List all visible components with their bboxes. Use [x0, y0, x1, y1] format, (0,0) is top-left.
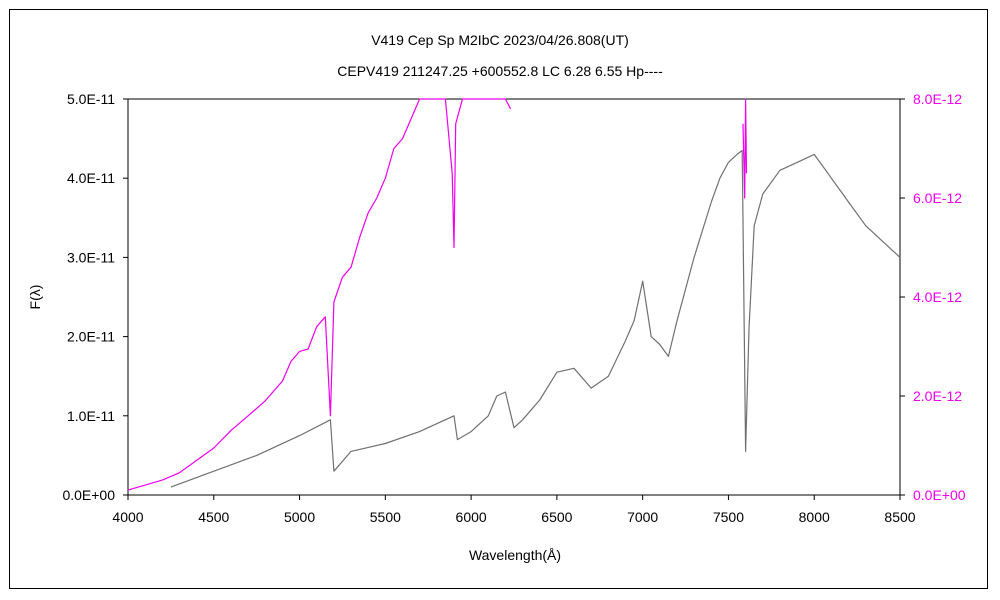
- x-tick-label: 7000: [627, 509, 658, 525]
- series-line-0: [170, 149, 901, 488]
- x-axis-label: Wavelength(Å): [469, 547, 561, 563]
- chart-frame: [9, 9, 988, 589]
- x-tick-label: 8500: [884, 509, 915, 525]
- x-tick-label: 5000: [284, 509, 315, 525]
- left-y-tick-label: 2.0E-11: [67, 329, 115, 345]
- left-y-tick-label: 5.0E-11: [67, 91, 115, 107]
- series-line-1: [127, 98, 512, 491]
- x-tick-label: 6000: [456, 509, 487, 525]
- right-y-tick-label: 2.0E-12: [913, 388, 962, 404]
- right-y-axis-ticks: 0.0E+00 2.0E-12 4.0E-12 6.0E-12 8.0E-12: [900, 91, 966, 503]
- right-y-tick-label: 4.0E-12: [913, 289, 962, 305]
- x-tick-label: 4000: [112, 509, 143, 525]
- right-y-tick-label: 0.0E+00: [913, 487, 966, 503]
- x-tick-label: 4500: [198, 509, 229, 525]
- left-y-tick-label: 1.0E-11: [67, 408, 115, 424]
- left-y-tick-label: 3.0E-11: [67, 249, 115, 265]
- x-tick-label: 7500: [713, 509, 744, 525]
- left-y-tick-label: 4.0E-11: [67, 170, 115, 186]
- x-axis-ticks: 4000 4500 5000 5500 6000 6500 7000 7500 8000 8500: [112, 495, 916, 525]
- left-y-tick-label: 0.0E+00: [62, 487, 115, 503]
- y-axis-label: F(λ): [27, 285, 43, 310]
- right-y-tick-label: 6.0E-12: [913, 190, 962, 206]
- series-line-2: [742, 98, 748, 199]
- left-y-axis-ticks: 0.0E+00 1.0E-11 2.0E-11 3.0E-11 4.0E-11 5.0E-…: [62, 91, 128, 503]
- x-tick-label: 5500: [370, 509, 401, 525]
- x-tick-label: 8000: [799, 509, 830, 525]
- chart-title: V419 Cep Sp M2IbC 2023/04/26.808(UT): [371, 32, 629, 48]
- right-y-tick-label: 8.0E-12: [913, 91, 962, 107]
- series-layer: [127, 98, 901, 491]
- chart-subtitle: CEPV419 211247.25 +600552.8 LC 6.28 6.55…: [337, 63, 663, 79]
- x-tick-label: 6500: [541, 509, 572, 525]
- plot-area: [127, 98, 901, 496]
